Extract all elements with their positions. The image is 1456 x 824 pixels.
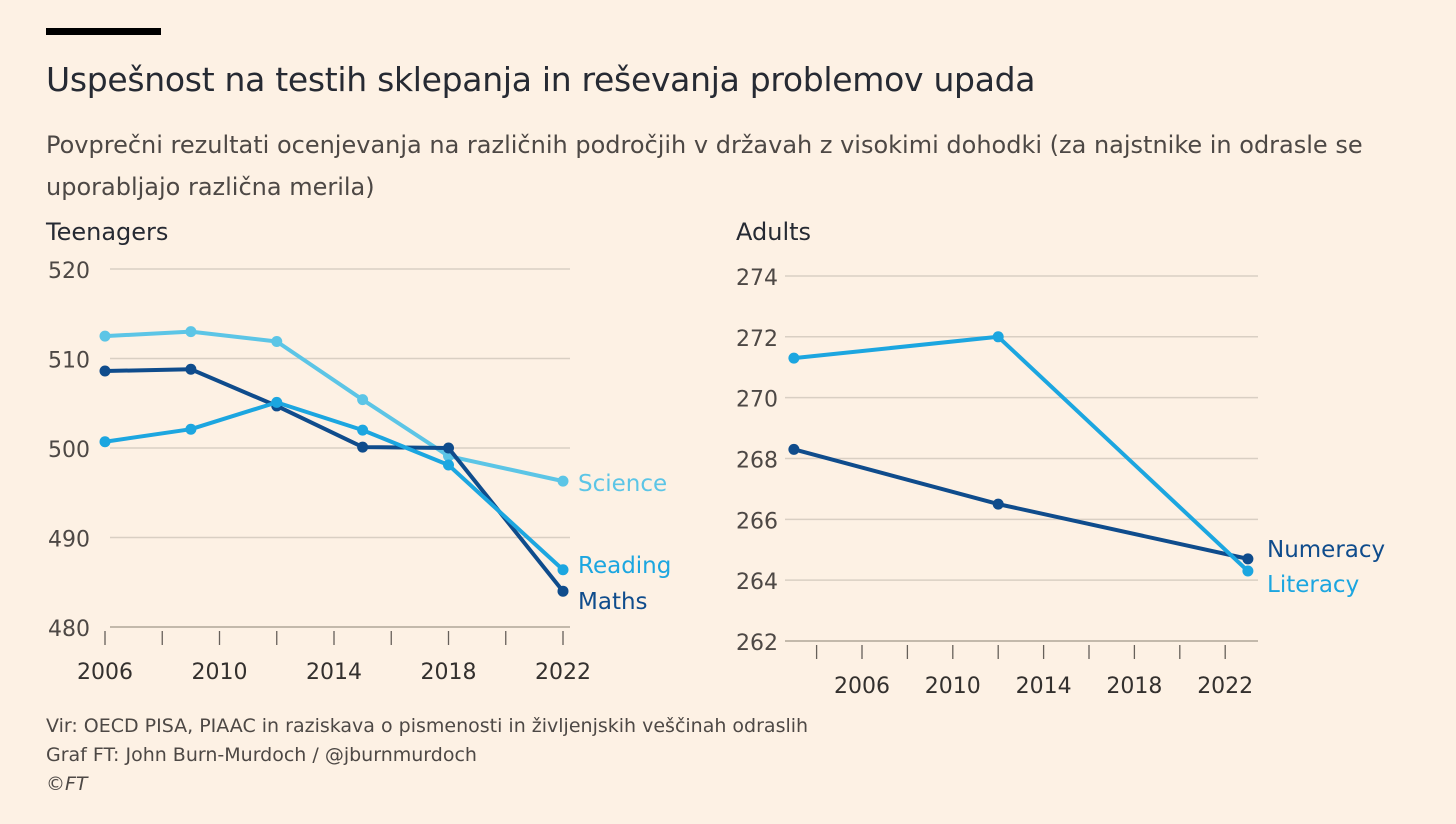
source-note: Vir: OECD PISA, PIAAC in raziskava o pis… — [46, 715, 809, 737]
y-tick-label: 490 — [48, 528, 90, 553]
data-point-maths — [99, 365, 111, 377]
series-line-reading — [104, 400, 565, 572]
x-tick-label: 2018 — [1106, 674, 1162, 699]
series-label-science: Science — [578, 471, 667, 497]
data-point-literacy — [788, 352, 800, 364]
y-tick-label: 500 — [48, 438, 90, 463]
x-tick-label: 2006 — [77, 660, 133, 685]
x-tick-label: 2014 — [1016, 674, 1072, 699]
x-tick-label: 2006 — [834, 674, 890, 699]
data-point-numeracy — [992, 498, 1004, 510]
y-tick-label: 274 — [736, 266, 778, 291]
ft-brand-bar — [46, 28, 161, 35]
footer: Vir: OECD PISA, PIAAC in raziskava o pis… — [46, 712, 808, 799]
y-tick-label: 268 — [736, 448, 778, 473]
x-tick-label: 2010 — [925, 674, 981, 699]
copyright: ©FT — [46, 773, 88, 795]
data-point-reading — [443, 459, 454, 471]
data-point-science — [271, 335, 283, 347]
data-point-literacy — [1242, 565, 1254, 577]
data-point-maths — [557, 585, 569, 597]
credit-note: Graf FT: John Burn-Murdoch / @jburnmurdo… — [46, 744, 477, 766]
y-tick-label: 262 — [736, 631, 778, 656]
y-tick-label: 264 — [736, 570, 778, 595]
y-tick-label: 266 — [736, 509, 778, 534]
data-point-maths — [185, 363, 197, 375]
data-point-numeracy — [1242, 553, 1254, 565]
panel-title: Adults — [736, 218, 811, 246]
series-line-numeracy — [793, 447, 1249, 561]
panel-title: Teenagers — [45, 218, 168, 246]
series-line-science — [104, 329, 564, 484]
data-point-science — [99, 330, 111, 342]
data-point-reading — [99, 436, 111, 448]
y-tick-label: 520 — [48, 259, 90, 284]
data-point-reading — [357, 424, 369, 436]
data-point-science — [557, 475, 569, 487]
series-label-numeracy: Numeracy — [1267, 537, 1385, 563]
data-point-science — [357, 394, 369, 406]
y-tick-label: 270 — [736, 388, 778, 413]
data-point-maths — [443, 442, 454, 454]
data-point-numeracy — [788, 443, 800, 455]
data-point-literacy — [992, 331, 1004, 343]
data-point-reading — [185, 423, 197, 435]
data-point-reading — [271, 396, 283, 408]
series-line-literacy — [793, 334, 1250, 573]
x-tick-label: 2014 — [306, 660, 362, 685]
series-label-maths: Maths — [578, 589, 648, 615]
data-point-maths — [357, 441, 369, 453]
series-line-maths — [104, 367, 565, 593]
series-label-reading: Reading — [578, 553, 671, 579]
chart-title: Uspešnost na testih sklepanja in reševan… — [46, 60, 1036, 99]
chart-subtitle: Povprečni rezultati ocenjevanja na razli… — [46, 131, 1363, 201]
series-label-literacy: Literacy — [1267, 572, 1359, 598]
data-point-science — [185, 326, 197, 338]
x-tick-label: 2010 — [192, 660, 248, 685]
y-tick-label: 480 — [48, 617, 90, 642]
x-tick-label: 2018 — [421, 660, 477, 685]
y-tick-label: 272 — [736, 327, 778, 352]
x-tick-label: 2022 — [1197, 674, 1253, 699]
x-tick-label: 2022 — [535, 660, 591, 685]
data-point-reading — [557, 564, 569, 576]
y-tick-label: 510 — [48, 349, 90, 374]
